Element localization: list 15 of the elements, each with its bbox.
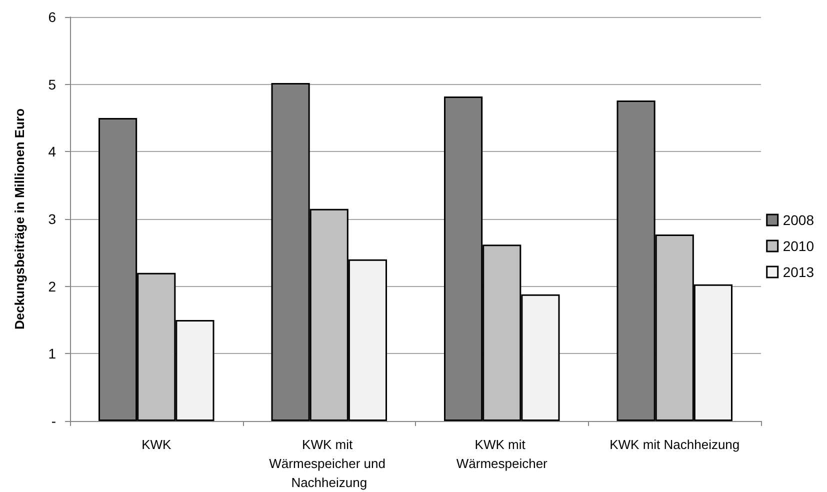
y-tick-label: 5 bbox=[48, 76, 56, 92]
x-tick-label: KWK mit Nachheizung bbox=[610, 437, 740, 452]
legend-label: 2013 bbox=[782, 264, 814, 280]
x-tick-label: KWK mit Wärmespeicher bbox=[456, 437, 548, 471]
legend-label: 2008 bbox=[782, 212, 814, 228]
y-axis-title: Deckungsbeiträge in Millionen Euro bbox=[12, 108, 27, 330]
x-tick-label: KWK mit Wärmespeicher und Nachheizung bbox=[269, 437, 390, 490]
y-tick-label: 2 bbox=[48, 278, 56, 294]
y-tick-label: 6 bbox=[48, 9, 56, 25]
y-tick-label: 1 bbox=[48, 346, 56, 362]
legend-label: 2010 bbox=[782, 238, 814, 254]
y-tick-label: 4 bbox=[48, 144, 56, 160]
x-tick-label: KWK bbox=[142, 437, 172, 452]
y-tick-label: 3 bbox=[48, 211, 56, 227]
y-tick-label: - bbox=[51, 413, 56, 429]
